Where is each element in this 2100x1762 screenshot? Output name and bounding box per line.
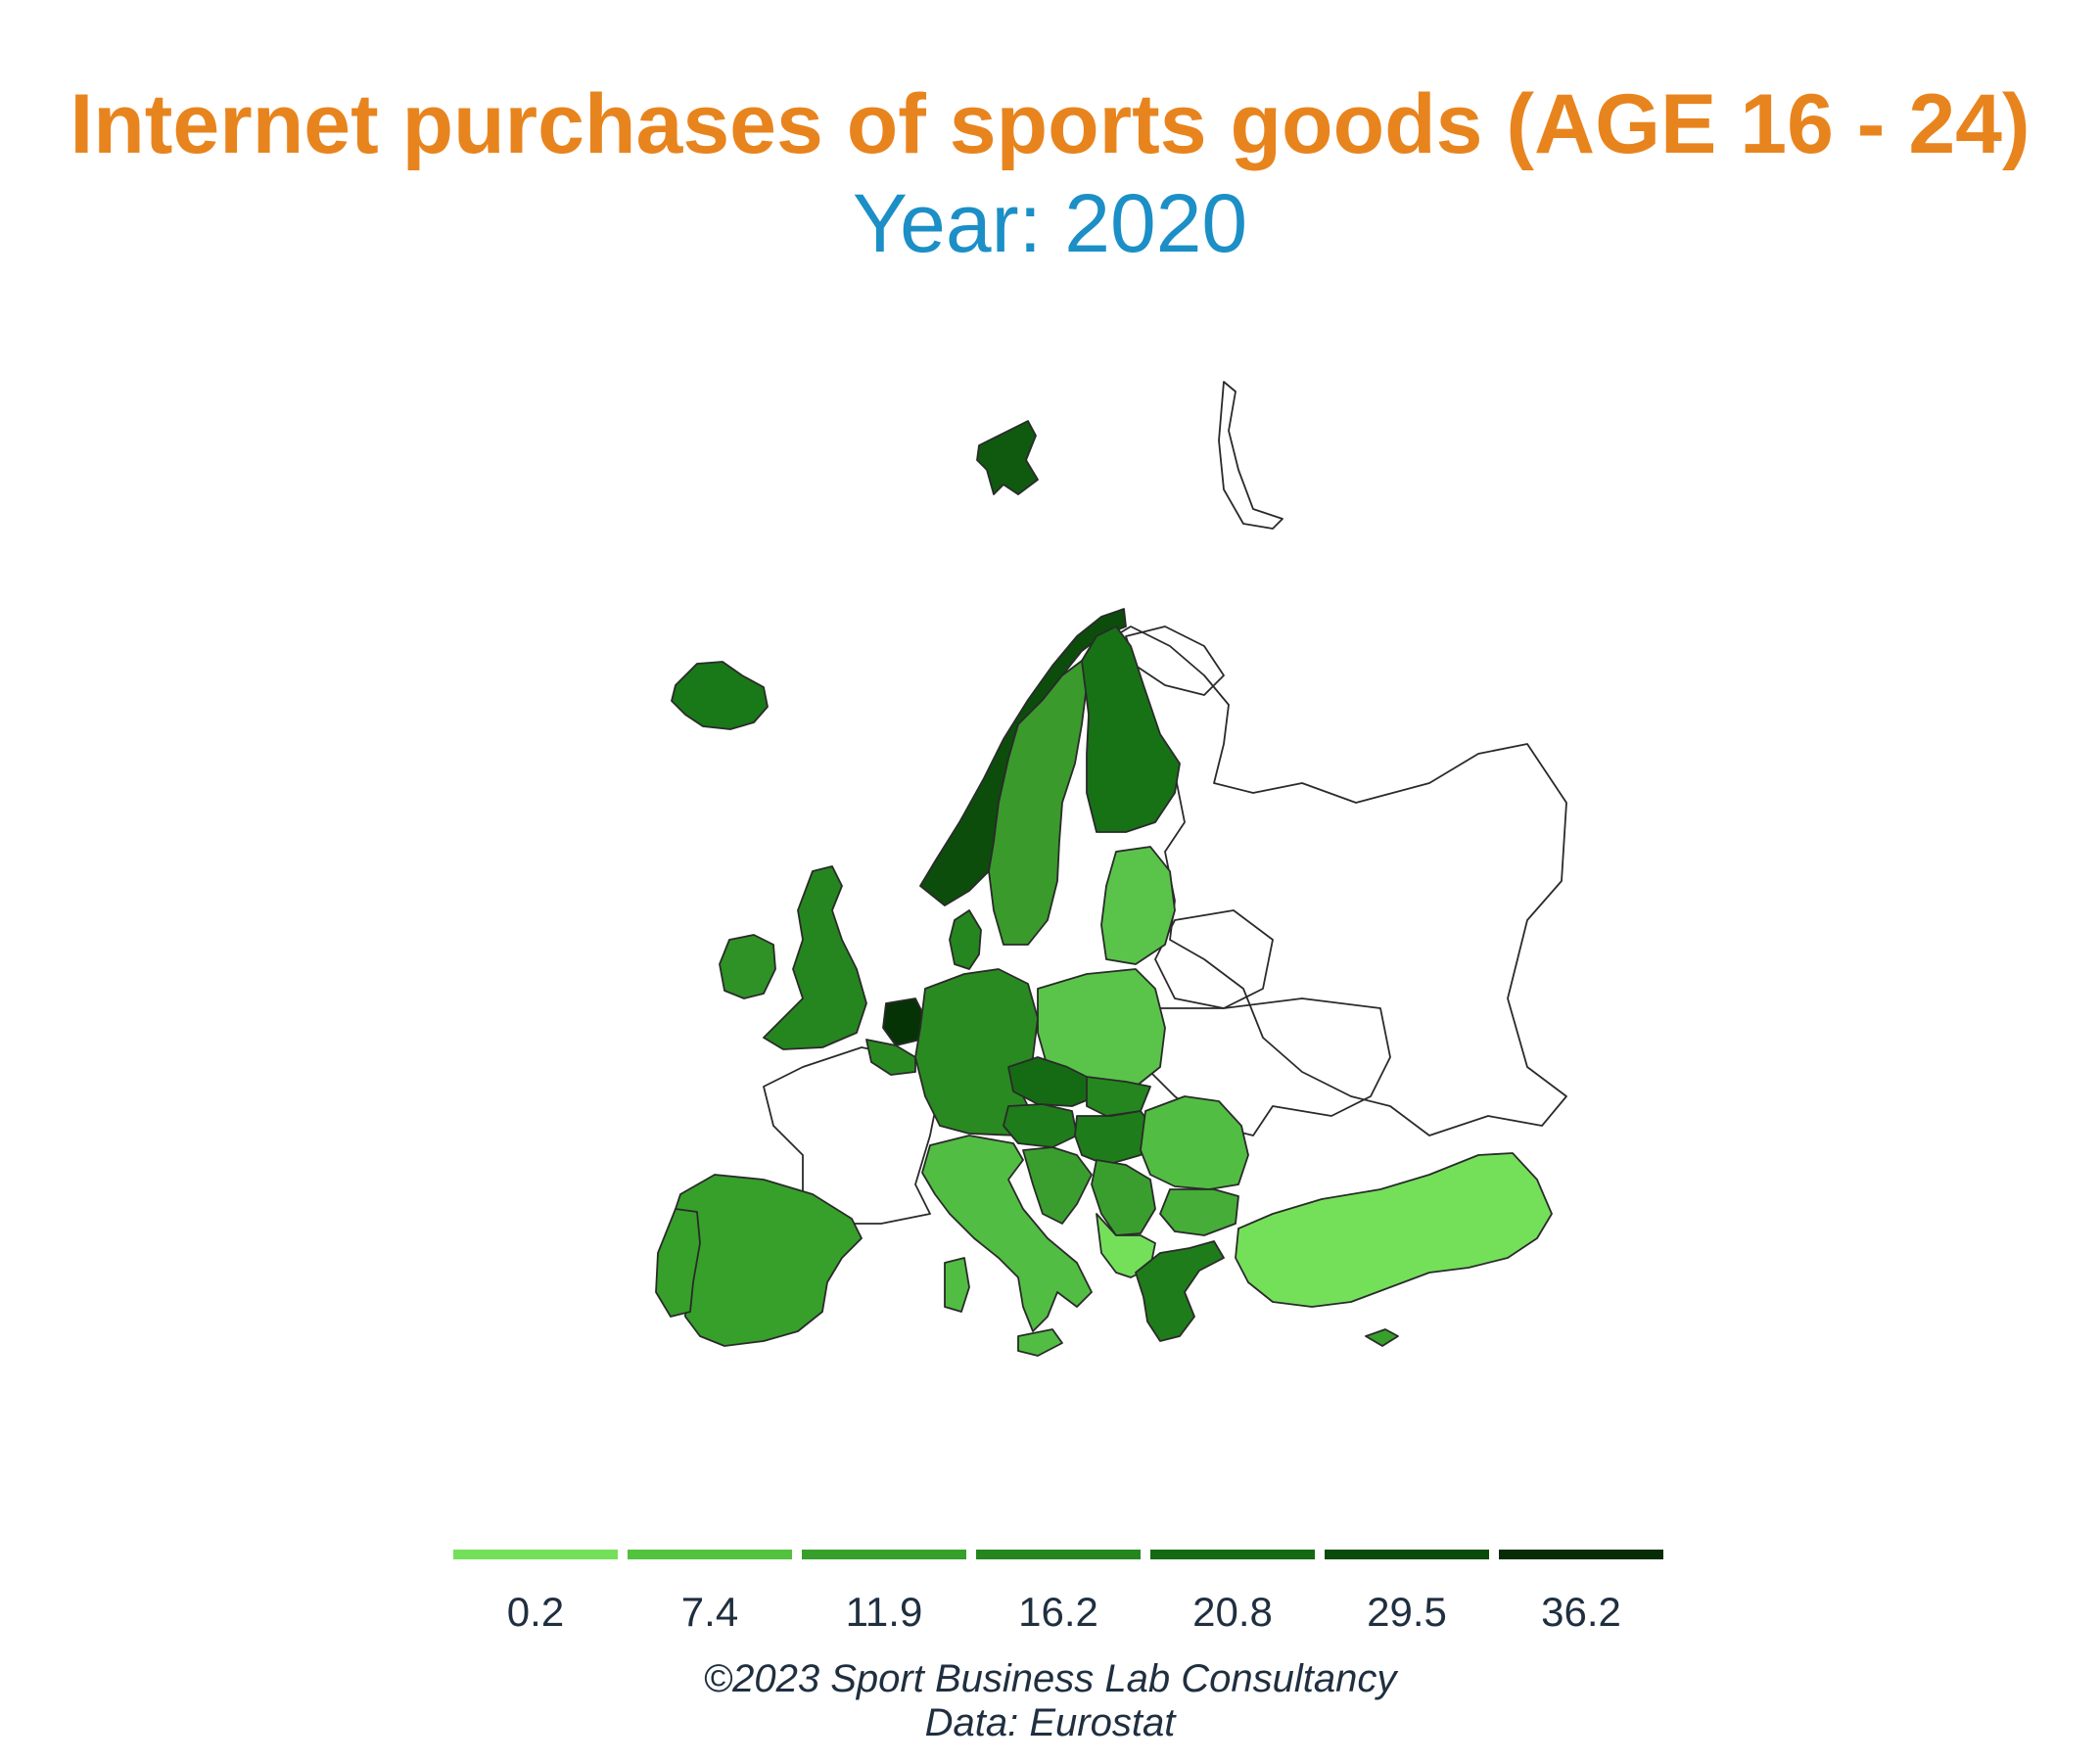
region-iceland: [671, 661, 769, 730]
region-uk: [763, 865, 867, 1050]
region-austria: [1003, 1103, 1078, 1148]
region-sardinia: [944, 1257, 970, 1313]
region-sweden: [988, 660, 1088, 946]
data-source-line: Data: Eurostat: [924, 1701, 1176, 1744]
region-belgium: [865, 1039, 916, 1076]
region-denmark: [949, 909, 982, 970]
region-portugal: [655, 1208, 701, 1318]
region-kola-outline: [1125, 626, 1225, 696]
legend-label: 16.2: [1018, 1589, 1098, 1635]
region-svalbard: [976, 420, 1039, 495]
region-belarus-outline: [1154, 909, 1274, 1009]
legend-swatch: [802, 1550, 966, 1559]
legend-swatch: [453, 1550, 618, 1559]
map-subtitle: Year: 2020: [852, 177, 1248, 269]
region-russia-outline: [1105, 626, 1567, 1136]
legend-item: 11.9: [802, 1550, 966, 1638]
legend-swatch: [628, 1550, 792, 1559]
legend-label: 7.4: [680, 1589, 739, 1635]
legend-item: 0.2: [453, 1550, 618, 1638]
region-romania: [1140, 1095, 1249, 1190]
legend-item: 29.5: [1325, 1550, 1489, 1638]
credit-line: ©2023 Sport Business Lab Consultancy: [703, 1657, 1397, 1700]
map-title: Internet purchases of sports goods (AGE …: [70, 77, 2030, 171]
legend-item: 36.2: [1499, 1550, 1663, 1638]
region-greece: [1135, 1240, 1225, 1342]
legend-label: 20.8: [1192, 1589, 1273, 1635]
region-novaya-zemlya-outline: [1218, 381, 1283, 530]
color-legend: 0.2 7.4 11.9 16.2 20.8 29.5 36.2: [453, 1550, 1667, 1638]
legend-label: 11.9: [845, 1589, 923, 1635]
region-spain: [670, 1174, 863, 1347]
legend-label: 0.2: [506, 1589, 565, 1635]
legend-label: 36.2: [1541, 1589, 1621, 1635]
legend-item: 7.4: [628, 1550, 792, 1638]
region-croatia-slovenia: [1022, 1146, 1093, 1225]
region-cyprus: [1365, 1328, 1399, 1347]
legend-item: 16.2: [976, 1550, 1141, 1638]
region-serbia: [1091, 1159, 1156, 1236]
region-bulgaria: [1159, 1188, 1239, 1236]
region-finland: [1081, 626, 1181, 833]
legend-label: 29.5: [1367, 1589, 1447, 1635]
legend-swatch: [1325, 1550, 1489, 1559]
region-ukraine-outline: [1144, 997, 1391, 1136]
region-italy: [921, 1135, 1093, 1332]
legend-swatch: [1499, 1550, 1663, 1559]
legend-swatch: [976, 1550, 1141, 1559]
legend-swatch: [1150, 1550, 1315, 1559]
region-sicily: [1017, 1328, 1063, 1357]
region-ireland: [719, 934, 776, 999]
legend-item: 20.8: [1150, 1550, 1315, 1638]
region-baltics: [1100, 846, 1176, 965]
region-hungary: [1074, 1110, 1156, 1166]
region-turkey: [1235, 1152, 1553, 1308]
